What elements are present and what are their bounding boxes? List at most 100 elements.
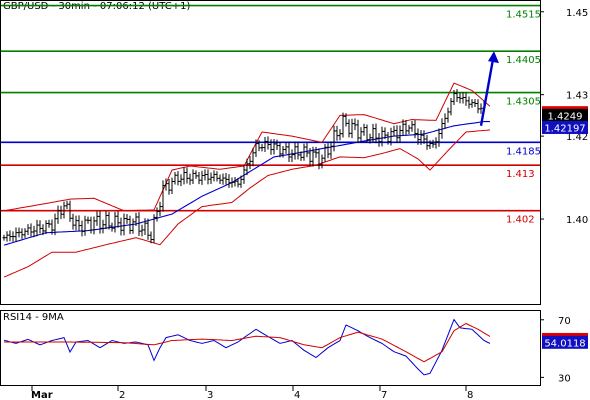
x-tick-label: 7 [381, 390, 387, 400]
rsi-panel [0, 310, 541, 386]
price-bar [203, 169, 207, 181]
price-bar [419, 129, 423, 145]
series-bollinger_upper [3, 82, 491, 212]
price-bar [434, 137, 438, 149]
price-bar [437, 128, 441, 147]
price-bar [362, 123, 366, 136]
price-bar [152, 214, 156, 243]
price-bar [80, 220, 84, 237]
price-bar [62, 201, 66, 219]
x-tick-label: Mar [31, 390, 53, 400]
price-bar [347, 119, 351, 138]
price-bar [20, 228, 24, 239]
price-bar [407, 124, 411, 134]
price-bar [398, 125, 402, 143]
price-bar [221, 173, 225, 185]
price-bar [194, 170, 198, 179]
price-bar [131, 218, 135, 234]
series-moving_average [3, 121, 490, 246]
price-bar [476, 99, 480, 114]
price-bar [176, 171, 180, 186]
price-bar [215, 171, 219, 182]
price-bar [86, 216, 90, 224]
price-bar [470, 99, 474, 108]
price-bar [134, 212, 138, 227]
y-tick-label: 1.40 [566, 215, 588, 226]
price-bar [23, 228, 27, 238]
price-bar [206, 169, 210, 185]
price-bar [116, 211, 120, 228]
price-bar [269, 139, 273, 155]
price-bar [425, 134, 429, 150]
price-bar [302, 143, 306, 161]
price-bar [284, 142, 288, 154]
price-bar [368, 133, 372, 144]
level-label-1.4515: 1.4515 [506, 10, 541, 21]
price-bar [449, 98, 453, 116]
price-bar [227, 174, 231, 188]
series-bollinger_lower [3, 129, 491, 278]
forecast-arrow-head [488, 51, 499, 64]
price-bar [83, 215, 87, 236]
price-bar [146, 218, 150, 240]
price-bar [26, 224, 30, 236]
price-bar [11, 231, 15, 242]
price-bar [224, 172, 228, 185]
price-bar [38, 220, 42, 234]
price-bar [212, 170, 216, 182]
level-label-1.4305: 1.4305 [506, 97, 541, 108]
price-bar [179, 174, 183, 187]
price-bar [455, 89, 459, 103]
price-bar [254, 139, 258, 158]
series-rsi_ma [4, 322, 491, 363]
price-bar [320, 154, 324, 169]
price-bar [122, 213, 126, 236]
price-bar [305, 142, 309, 158]
y-tick-label: 1.42 [566, 132, 588, 143]
price-bar [296, 142, 300, 160]
price-bar [155, 207, 159, 222]
price-bar [356, 119, 360, 144]
price-bar [170, 177, 174, 194]
x-tick-label: 3 [207, 390, 213, 400]
price-bar [140, 224, 144, 237]
price-bar [59, 205, 63, 220]
price-bar [431, 139, 435, 148]
price-bar [452, 89, 456, 105]
price-bar [167, 178, 171, 195]
price-bar [125, 214, 129, 224]
price-bar [17, 227, 21, 238]
price-bar [107, 211, 111, 230]
price-bar [164, 178, 168, 191]
price-bar [422, 130, 426, 144]
price-bar [353, 118, 357, 131]
price-bar [95, 211, 99, 226]
price-bar [335, 125, 339, 141]
price-bar [290, 149, 294, 163]
price-bar [404, 120, 408, 135]
price-bar [473, 99, 477, 107]
price-bar [245, 158, 249, 176]
price-bar [308, 147, 312, 167]
price-bar [374, 123, 378, 144]
price-bar [41, 224, 45, 236]
price-bar [401, 119, 405, 136]
price-bar [29, 223, 33, 237]
price-badge-bg [542, 120, 588, 134]
price-bar [218, 174, 222, 184]
price-bar [65, 200, 69, 210]
price-bar [185, 167, 189, 184]
price-bar [359, 127, 363, 143]
price-bar [50, 219, 54, 235]
price-plot-area [1, 4, 540, 278]
price-bar [119, 217, 123, 236]
y-tick-label: 1.45 [566, 8, 588, 19]
price-bar [251, 147, 255, 167]
price-bar [446, 107, 450, 123]
x-tick-label: 8 [467, 390, 473, 400]
price-bar [416, 128, 420, 145]
price-bar [389, 127, 393, 146]
price-bar [89, 216, 93, 234]
x-tick-label: 2 [119, 390, 125, 400]
